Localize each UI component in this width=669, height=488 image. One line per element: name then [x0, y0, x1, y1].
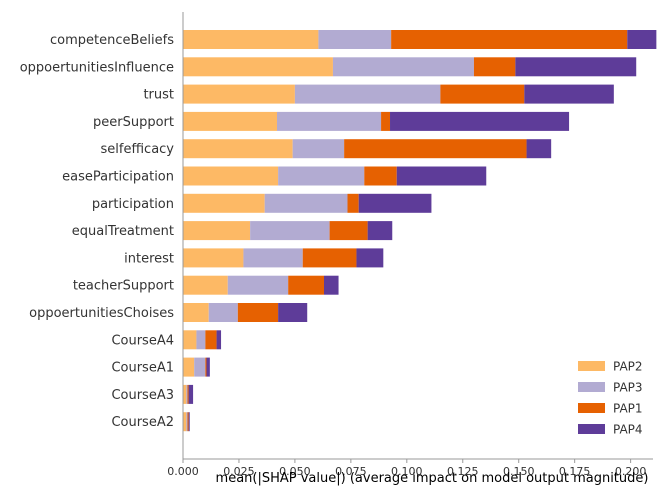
x-tick-label: 0.200 — [615, 465, 647, 478]
bar-pap1-interest — [302, 248, 357, 268]
category-label: interest — [124, 251, 174, 266]
x-tick-label: 0.175 — [559, 465, 591, 478]
bar-pap3-CourseA2 — [186, 412, 188, 432]
bar-pap2-CourseA4 — [183, 330, 197, 350]
bar-pap3-CourseA1 — [194, 357, 206, 377]
category-label: CourseA1 — [111, 361, 174, 376]
bar-pap2-selfefficacy — [183, 139, 293, 159]
bar-pap1-participation — [347, 193, 359, 213]
bar-pap1-CourseA2 — [187, 412, 189, 432]
bar-pap2-interest — [183, 248, 244, 268]
bar-pap4-peerSupport — [390, 111, 570, 131]
category-label: equalTreatment — [72, 224, 174, 239]
x-tick-label: 0.025 — [223, 465, 255, 478]
category-label: peerSupport — [93, 115, 174, 130]
category-label: CourseA3 — [111, 388, 174, 403]
bar-pap3-easeParticipation — [278, 166, 365, 186]
bar-pap4-participation — [358, 193, 432, 213]
bar-pap4-interest — [356, 248, 384, 268]
bar-pap4-trust — [524, 84, 614, 104]
bar-pap4-teacherSupport — [324, 275, 339, 295]
bar-pap3-competenceBeliefs — [318, 30, 392, 49]
x-axis-title: mean(|SHAP value|) (average impact on mo… — [216, 471, 649, 486]
legend-label: PAP3 — [613, 381, 643, 395]
bar-pap3-selfefficacy — [292, 139, 345, 159]
category-labels: competenceBeliefs oppoertunitiesInfluence… — [20, 33, 175, 430]
legend-label: PAP4 — [613, 423, 643, 437]
x-tick-label: 0.100 — [391, 465, 423, 478]
bar-pap1-oppoertunitiesInfluence — [473, 57, 516, 77]
bar-pap3-interest — [243, 248, 303, 268]
bar-pap2-oppoertunitiesChoises — [183, 303, 209, 322]
bar-pap2-trust — [183, 84, 295, 104]
bar-pap3-participation — [264, 193, 348, 213]
bar-pap1-peerSupport — [381, 111, 391, 131]
bar-pap4-oppoertunitiesInfluence — [515, 57, 637, 77]
bar-pap1-easeParticipation — [364, 166, 397, 186]
bar-pap4-easeParticipation — [396, 166, 487, 186]
bar-pap4-CourseA2 — [188, 412, 190, 432]
bar-pap3-CourseA4 — [196, 330, 206, 350]
bar-pap2-equalTreatment — [183, 221, 251, 241]
bar-pap1-CourseA3 — [187, 384, 189, 404]
bar-pap3-equalTreatment — [250, 221, 330, 241]
bar-pap4-CourseA4 — [216, 330, 222, 350]
category-label: CourseA2 — [111, 415, 174, 430]
category-label: selfefficacy — [101, 142, 175, 157]
x-tick-label: 0.075 — [335, 465, 367, 478]
x-tick-label: 0.150 — [503, 465, 535, 478]
bar-pap1-oppoertunitiesChoises — [237, 303, 279, 322]
bar-pap4-oppoertunitiesChoises — [278, 303, 308, 322]
bar-pap1-equalTreatment — [329, 221, 368, 241]
legend-label: PAP1 — [613, 402, 643, 416]
category-label: oppoertunitiesInfluence — [20, 60, 174, 75]
legend-label: PAP2 — [613, 360, 643, 374]
bar-pap2-CourseA1 — [183, 357, 195, 377]
bar-pap2-participation — [183, 193, 265, 213]
bar-pap3-trust — [294, 84, 441, 104]
bar-pap3-teacherSupport — [227, 275, 289, 295]
bar-pap3-oppoertunitiesInfluence — [332, 57, 474, 77]
bar-pap4-competenceBeliefs — [627, 30, 657, 49]
x-tick-label: 0.050 — [279, 465, 311, 478]
legend-swatch-pap4 — [578, 424, 605, 434]
bar-pap2-peerSupport — [183, 111, 277, 131]
category-label: easeParticipation — [62, 170, 174, 185]
bar-pap1-selfefficacy — [344, 139, 527, 159]
bar-pap2-easeParticipation — [183, 166, 279, 186]
category-label: competenceBeliefs — [50, 33, 174, 48]
legend: PAP2 PAP3 PAP1 PAP4 — [578, 360, 643, 437]
bar-pap1-CourseA1 — [205, 357, 207, 377]
bars-group — [183, 30, 657, 432]
legend-swatch-pap1 — [578, 403, 605, 413]
bar-pap2-CourseA2 — [183, 412, 187, 432]
bar-pap3-oppoertunitiesChoises — [208, 303, 238, 322]
bar-pap1-trust — [440, 84, 525, 104]
bar-pap3-peerSupport — [277, 111, 382, 131]
bar-pap1-competenceBeliefs — [391, 30, 628, 49]
category-label: participation — [92, 197, 174, 212]
x-tick-label: 0.125 — [447, 465, 479, 478]
bar-pap4-equalTreatment — [367, 221, 393, 241]
x-ticks: 0.000 0.025 0.050 0.075 0.100 0.125 0.150 0.175… — [167, 459, 646, 478]
legend-swatch-pap3 — [578, 382, 605, 392]
x-tick-label: 0.000 — [167, 465, 199, 478]
category-label: CourseA4 — [111, 333, 174, 348]
bar-pap4-CourseA3 — [188, 384, 194, 404]
legend-swatch-pap2 — [578, 361, 605, 371]
bar-pap2-teacherSupport — [183, 275, 228, 295]
bar-pap4-CourseA1 — [206, 357, 210, 377]
category-label: oppoertunitiesChoises — [29, 306, 174, 321]
bar-pap1-CourseA4 — [205, 330, 217, 350]
bar-pap3-CourseA3 — [186, 384, 188, 404]
category-label: trust — [143, 88, 174, 103]
bar-pap2-CourseA3 — [183, 384, 187, 404]
category-label: teacherSupport — [73, 279, 174, 294]
bar-pap2-oppoertunitiesInfluence — [183, 57, 333, 77]
bar-pap4-selfefficacy — [526, 139, 552, 159]
bar-pap2-competenceBeliefs — [183, 30, 319, 49]
bar-pap1-teacherSupport — [288, 275, 324, 295]
